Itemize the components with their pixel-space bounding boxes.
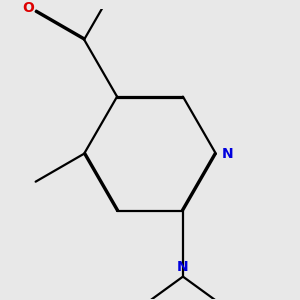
Text: N: N — [177, 260, 189, 274]
Text: O: O — [22, 1, 34, 15]
Text: N: N — [222, 147, 233, 161]
